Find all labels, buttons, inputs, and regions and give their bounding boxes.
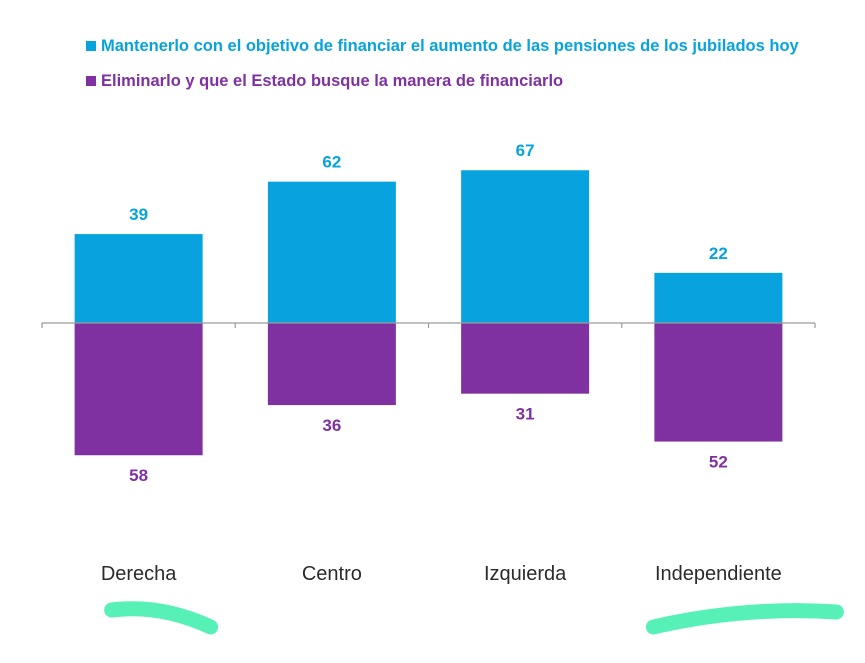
bar-eliminarlo-izquierda xyxy=(461,323,590,394)
bar-mantenerlo-izquierda xyxy=(461,170,590,323)
category-label-independiente: Independiente xyxy=(655,563,782,585)
bar-mantenerlo-derecha xyxy=(74,234,203,323)
value-label-eliminarlo-independiente: 52 xyxy=(709,453,728,472)
value-label-mantenerlo-independiente: 22 xyxy=(709,244,728,263)
legend-item-eliminarlo: Eliminarlo y que el Estado busque la man… xyxy=(86,70,806,92)
bar-eliminarlo-derecha xyxy=(74,323,203,456)
legend-swatch-purple xyxy=(86,76,96,86)
bar-mantenerlo-centro xyxy=(267,181,396,323)
bar-mantenerlo-independiente xyxy=(654,272,783,323)
highlight-stroke-independiente xyxy=(645,603,844,635)
category-label-centro: Centro xyxy=(302,563,362,585)
value-label-mantenerlo-derecha: 39 xyxy=(129,205,148,224)
category-label-izquierda: Izquierda xyxy=(484,563,567,585)
value-label-mantenerlo-centro: 62 xyxy=(322,153,341,172)
highlight-stroke-derecha xyxy=(104,601,219,635)
value-label-eliminarlo-izquierda: 31 xyxy=(516,405,535,424)
legend-swatch-blue xyxy=(86,41,96,51)
legend: Mantenerlo con el objetivo de financiar … xyxy=(86,35,806,92)
value-label-eliminarlo-centro: 36 xyxy=(322,416,341,435)
legend-item-mantenerlo: Mantenerlo con el objetivo de financiar … xyxy=(86,35,806,57)
legend-label-eliminarlo: Eliminarlo y que el Estado busque la man… xyxy=(101,72,564,90)
legend-label-mantenerlo: Mantenerlo con el objetivo de financiar … xyxy=(101,37,799,55)
bar-eliminarlo-centro xyxy=(267,323,396,406)
value-label-mantenerlo-izquierda: 67 xyxy=(516,141,535,160)
value-label-eliminarlo-derecha: 58 xyxy=(129,466,148,485)
bar-eliminarlo-independiente xyxy=(654,323,783,442)
category-label-derecha: Derecha xyxy=(101,563,177,585)
